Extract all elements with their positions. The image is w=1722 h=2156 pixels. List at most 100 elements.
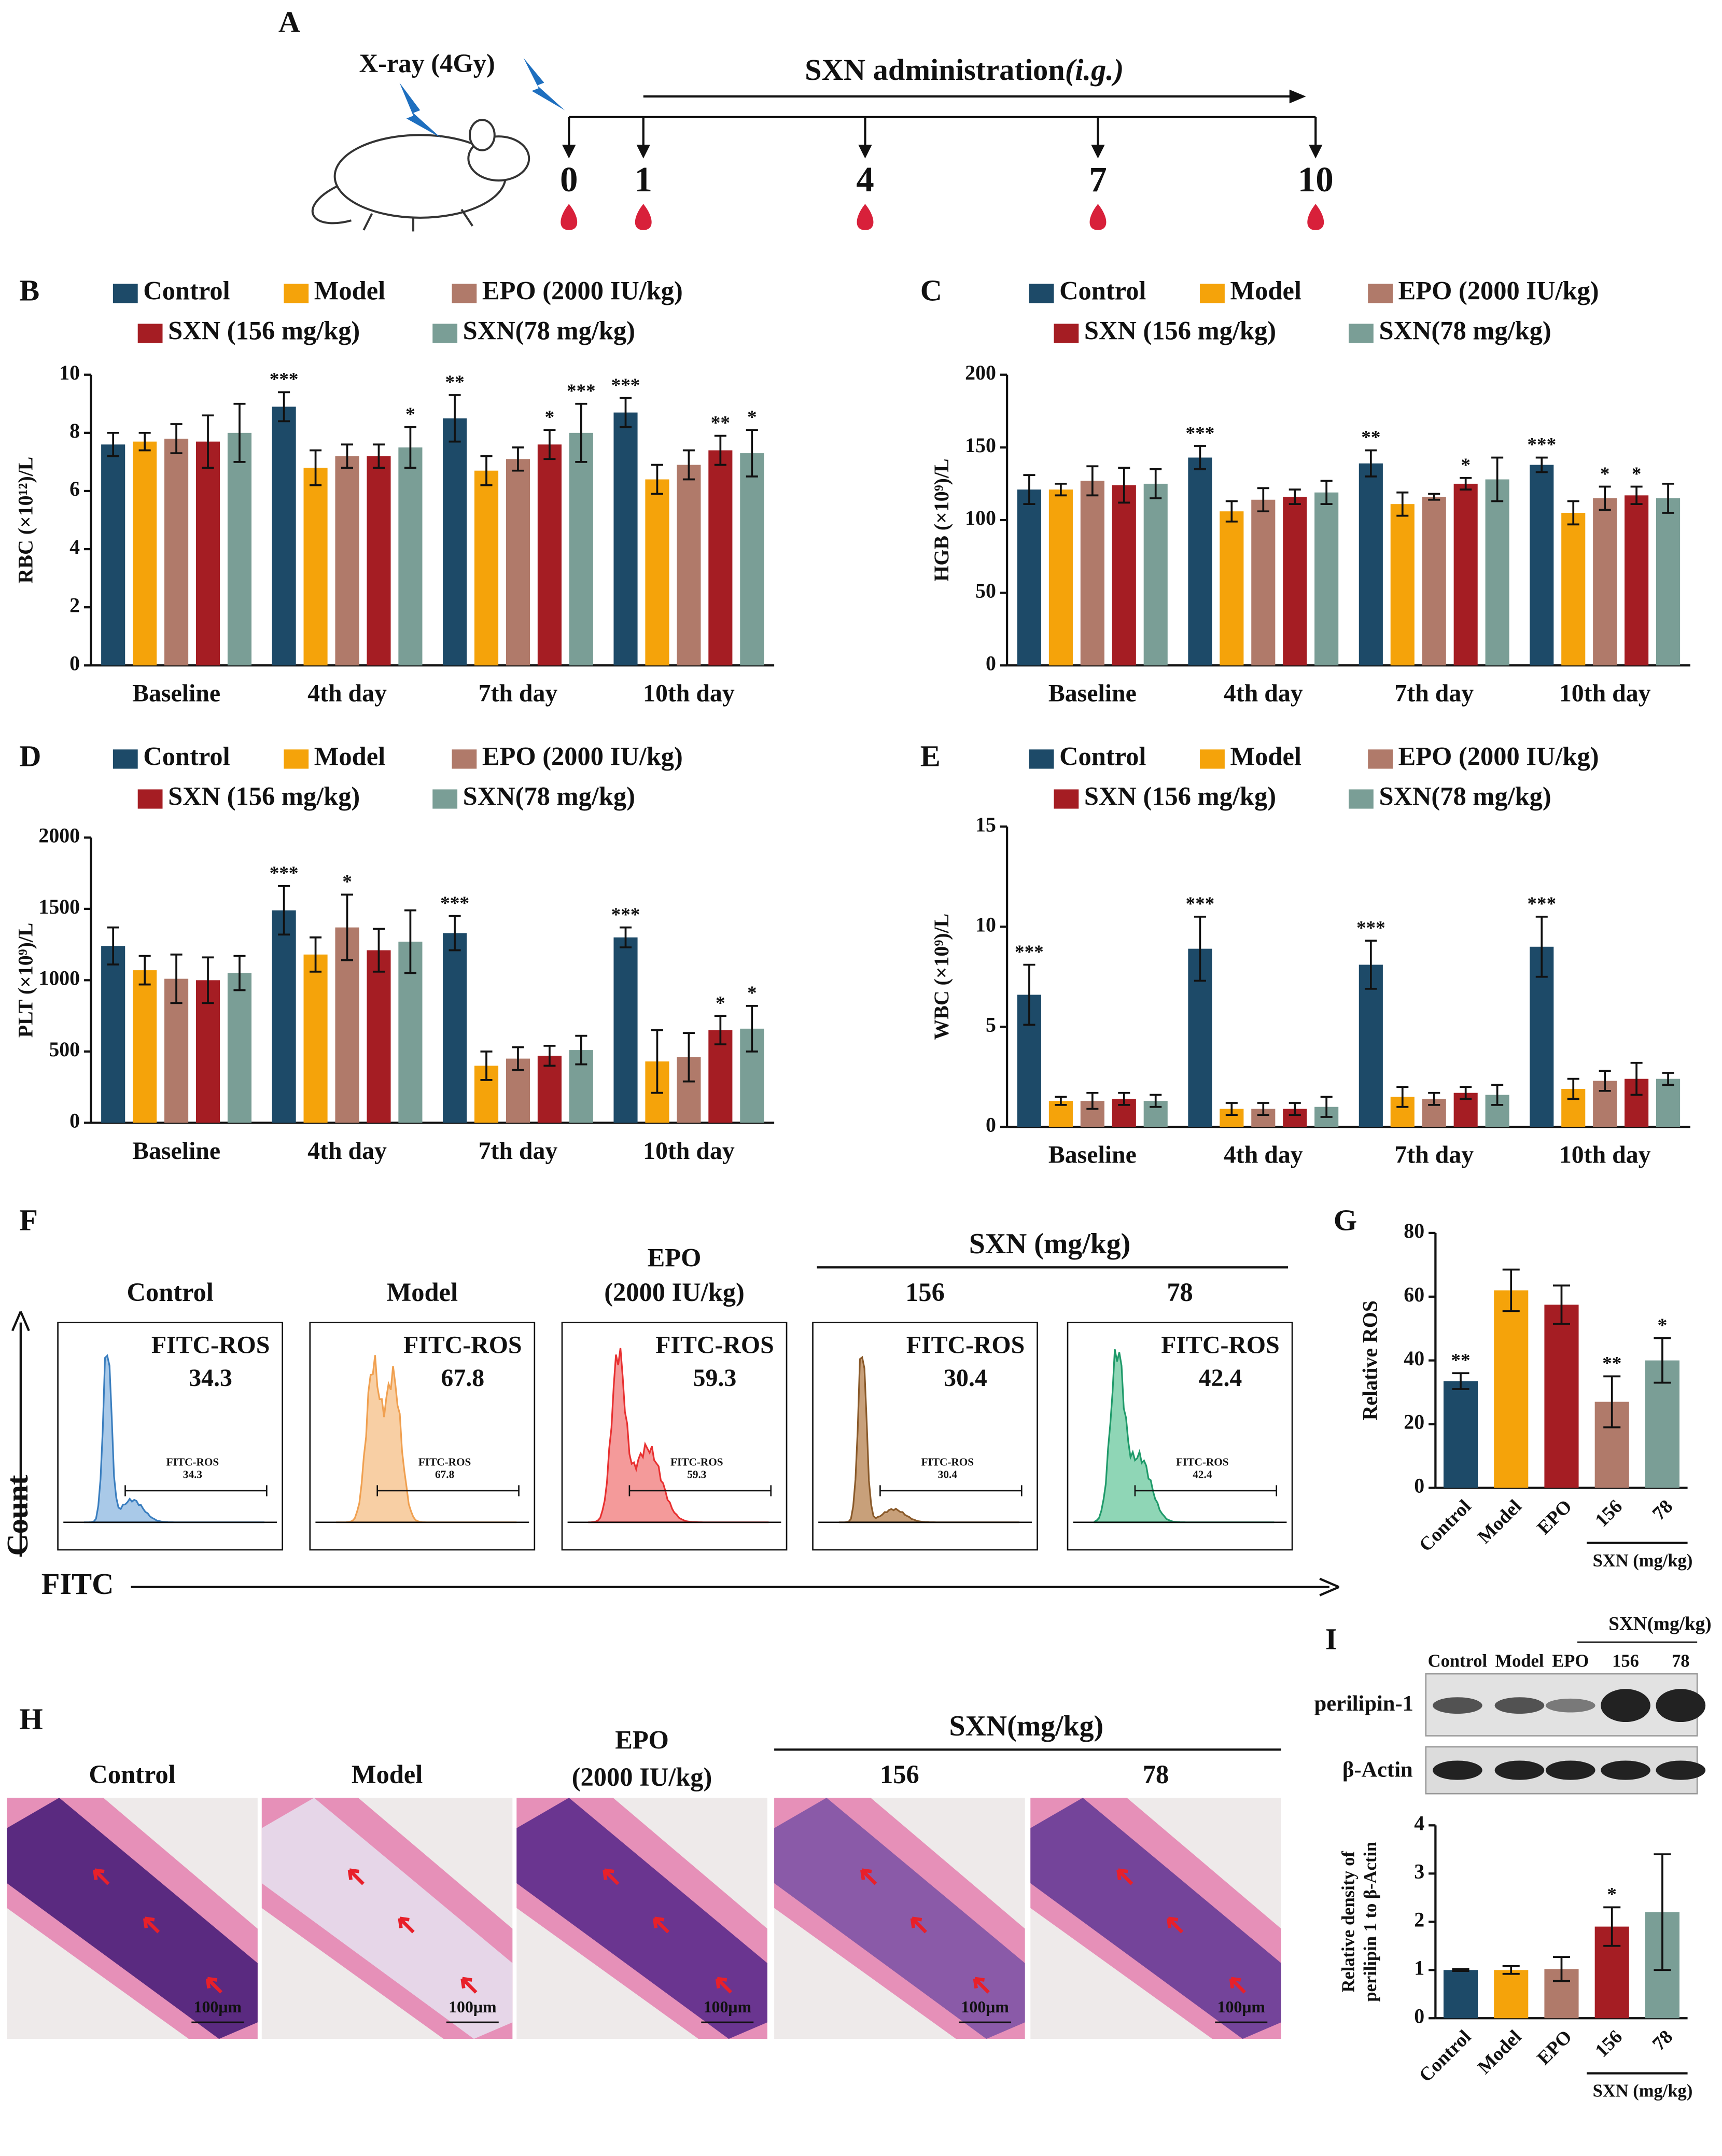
y-tick-label: 10	[59, 361, 80, 384]
legend-label: Model	[1230, 742, 1301, 771]
error-bar	[1599, 1070, 1611, 1092]
bar	[537, 444, 562, 666]
error-bar	[1535, 916, 1548, 978]
x-tick-label: 4th day	[1224, 680, 1303, 707]
error-bar	[449, 394, 461, 443]
error-bar	[1552, 1956, 1571, 1982]
error-bar	[543, 1044, 556, 1067]
error-bar	[682, 1032, 695, 1083]
error-bar	[1603, 1375, 1621, 1429]
blot-band	[1494, 1760, 1545, 1780]
significance: ***	[1186, 893, 1215, 915]
error-bar	[746, 1005, 758, 1053]
gate-small-value: 34.3	[183, 1468, 202, 1481]
x-tick-label: Baseline	[132, 1137, 220, 1165]
error-bar	[341, 893, 354, 961]
error-bar	[1630, 485, 1643, 506]
blood-drop	[1307, 204, 1324, 230]
bar	[569, 432, 593, 666]
day-label: 4	[856, 159, 874, 199]
y-tick-label: 0	[69, 1109, 80, 1132]
y-tick-label: 150	[965, 433, 996, 457]
error-bar	[1289, 1102, 1301, 1116]
error-bar	[1603, 1906, 1621, 1947]
lane-label: 156	[1612, 1651, 1639, 1671]
error-bar	[1086, 465, 1099, 497]
error-bar	[341, 443, 354, 469]
bar	[708, 450, 733, 666]
gate-value: 67.8	[441, 1364, 484, 1392]
dose-label: SXN (mg/kg)	[969, 1228, 1130, 1260]
marrow	[516, 1798, 767, 2039]
gate-small-value: 30.4	[938, 1468, 958, 1481]
significance: ***	[1527, 893, 1556, 915]
error-bar	[202, 956, 214, 1004]
significance: **	[445, 372, 464, 393]
histogram-frame	[309, 1322, 536, 1551]
bar	[537, 1056, 562, 1123]
error-bar	[278, 391, 290, 423]
significance: ***	[270, 863, 299, 884]
bar	[708, 1030, 733, 1123]
error-bar	[480, 1050, 493, 1081]
y-tick-label: 80	[1404, 1219, 1424, 1242]
bar	[1593, 498, 1617, 666]
treatment-route: (i.g.)	[1065, 53, 1124, 87]
bar	[1544, 1305, 1579, 1488]
legend-swatch	[1349, 324, 1374, 343]
legend-label: SXN(78 mg/kg)	[1379, 316, 1551, 345]
error-bar	[575, 402, 587, 463]
significance: *	[1461, 455, 1471, 476]
error-bar	[1086, 1091, 1099, 1110]
bar	[443, 933, 467, 1123]
error-bar	[1194, 916, 1206, 982]
y-axis-label: PLT (×10⁹)/L	[13, 922, 37, 1038]
significance: ***	[1356, 918, 1385, 939]
error-bar	[543, 429, 556, 460]
blot-band	[1656, 1760, 1706, 1780]
error-bar	[1630, 1061, 1643, 1096]
x-tick-label: 4th day	[1224, 1141, 1303, 1169]
lane-label: Control	[1428, 1651, 1487, 1671]
gate-small-label: FITC-ROS	[418, 1456, 471, 1468]
legend-label: SXN(78 mg/kg)	[463, 782, 635, 811]
error-bar	[1428, 493, 1440, 501]
y-axis-label: RBC (×10¹²)/L	[13, 457, 37, 584]
lightning	[523, 58, 565, 110]
arrow-head	[562, 145, 576, 159]
xray-label: X-ray (4Gy)	[359, 49, 495, 78]
x-axis-label: FITC	[41, 1567, 114, 1601]
error-bar	[1491, 1084, 1504, 1106]
arrow-head	[1319, 1577, 1340, 1597]
error-bar	[1452, 1968, 1469, 1972]
gate-small-value: 67.8	[435, 1468, 454, 1481]
y-axis-label: perilipin 1 to β-Actin	[1361, 1842, 1380, 2002]
error-bar	[1257, 487, 1269, 513]
y-axis-label: HGB (×10⁹)/L	[930, 458, 953, 581]
x-tick-label: 10th day	[1559, 680, 1651, 707]
error-bar	[170, 954, 183, 1004]
bar	[1561, 512, 1586, 666]
arrow	[652, 1916, 670, 1934]
error-bar	[1654, 1337, 1671, 1384]
scale-bar-label: 100μm	[704, 1998, 751, 2016]
x-tick-label: Model	[1474, 2026, 1526, 2079]
error-bar	[107, 926, 119, 965]
error-bar	[1428, 1091, 1440, 1106]
scale-bar-label: 100μm	[1217, 1998, 1265, 2016]
gate-small-label: FITC-ROS	[1176, 1456, 1229, 1468]
x-tick-label: 78	[1648, 1496, 1677, 1524]
gate-small-value: 42.4	[1193, 1468, 1212, 1481]
legend-label: EPO (2000 IU/kg)	[482, 742, 683, 771]
legend-swatch	[452, 284, 477, 303]
error-bar	[107, 431, 119, 457]
y-tick-label: 100	[965, 506, 996, 529]
group-label: Control	[127, 1278, 213, 1307]
x-tick-label: 7th day	[1394, 680, 1474, 707]
panel-label: E	[920, 739, 941, 773]
bar	[272, 910, 296, 1123]
lane-label: EPO	[1552, 1651, 1589, 1671]
arrow	[860, 1868, 877, 1885]
legend-label: Model	[314, 742, 385, 771]
bar	[677, 465, 701, 666]
